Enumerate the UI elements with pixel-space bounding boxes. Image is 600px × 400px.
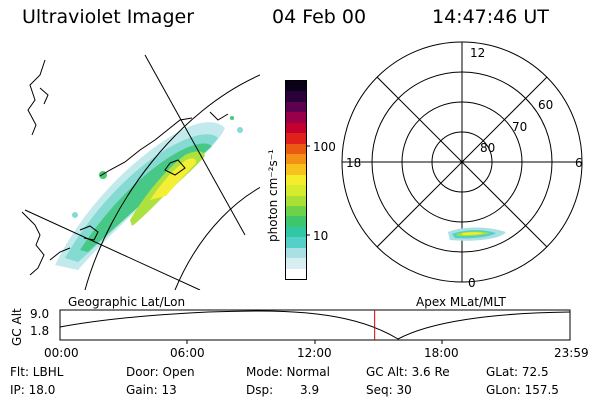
colorbar-stripe xyxy=(286,247,306,259)
timeline-xtick-2: 12:00 xyxy=(297,346,332,360)
timeline-xtick-4: 23:59 xyxy=(554,346,589,360)
timeline-ytick-min: 1.8 xyxy=(30,324,50,338)
date-label: 04 Feb 00 xyxy=(272,6,367,28)
geo-panel-label: Geographic Lat/Lon xyxy=(68,295,186,309)
instrument-title: Ultraviolet Imager xyxy=(22,6,195,28)
colorbar-stripe xyxy=(286,206,306,217)
time-label: 14:47:46 UT xyxy=(432,6,549,28)
polar-mlt-12: 12 xyxy=(470,46,486,60)
colorbar-stripe xyxy=(286,81,306,92)
info-door: Door: Open xyxy=(126,365,195,379)
colorbar-stripe xyxy=(286,226,306,238)
info-dsp-label: Dsp: xyxy=(246,383,274,397)
colorbar-stripe xyxy=(286,174,306,186)
colorbar-tick-10: 10 xyxy=(313,229,329,243)
timeline-xtick-1: 06:00 xyxy=(170,346,205,360)
colorbar-stripe xyxy=(286,195,306,207)
colorbar-stripe xyxy=(286,91,306,102)
colorbar-stripe xyxy=(286,112,306,123)
colorbar-stripe xyxy=(286,237,306,248)
colorbar-stripe xyxy=(286,164,306,175)
info-dsp-value: 3.9 xyxy=(300,383,320,397)
polar-mlt-18: 18 xyxy=(346,156,362,170)
altitude-curve xyxy=(59,310,571,340)
info-filter: Flt: LBHL xyxy=(10,365,64,379)
polar-mlt-0: 0 xyxy=(468,276,476,290)
info-gain: Gain: 13 xyxy=(126,383,177,397)
polar-mlt-6: 6 xyxy=(575,156,583,170)
info-glat: GLat: 72.5 xyxy=(486,365,549,379)
polar-lat-80: 80 xyxy=(480,141,496,155)
colorbar-stripe xyxy=(286,258,306,269)
info-seq: Seq: 30 xyxy=(366,383,412,397)
timeline-ytick-max: 9.0 xyxy=(30,307,50,321)
info-mode: Mode: Normal xyxy=(246,365,330,379)
colorbar-stripe xyxy=(286,133,306,144)
polar-panel-label: Apex MLat/MLT xyxy=(416,295,506,309)
info-gc-alt: GC Alt: 3.6 Re xyxy=(366,365,450,379)
info-ip: IP: 18.0 xyxy=(10,383,56,397)
info-glon: GLon: 157.5 xyxy=(486,383,559,397)
colorbar-stripe xyxy=(286,185,306,196)
aurora-oval-polar xyxy=(448,227,506,241)
colorbar-stripe xyxy=(286,122,306,134)
timeline-xtick-0: 00:00 xyxy=(44,346,79,360)
colorbar-tick-100: 100 xyxy=(313,140,336,154)
colorbar-stripe xyxy=(286,153,306,165)
timeline-xtick-3: 18:00 xyxy=(424,346,459,360)
colorbar xyxy=(285,80,307,280)
polar-lat-70: 70 xyxy=(512,120,528,134)
colorbar-stripe xyxy=(286,101,306,113)
polar-lat-60: 60 xyxy=(538,98,554,112)
colorbar-stripe xyxy=(286,143,306,154)
colorbar-stripe xyxy=(286,268,306,279)
colorbar-stripe xyxy=(286,216,306,227)
